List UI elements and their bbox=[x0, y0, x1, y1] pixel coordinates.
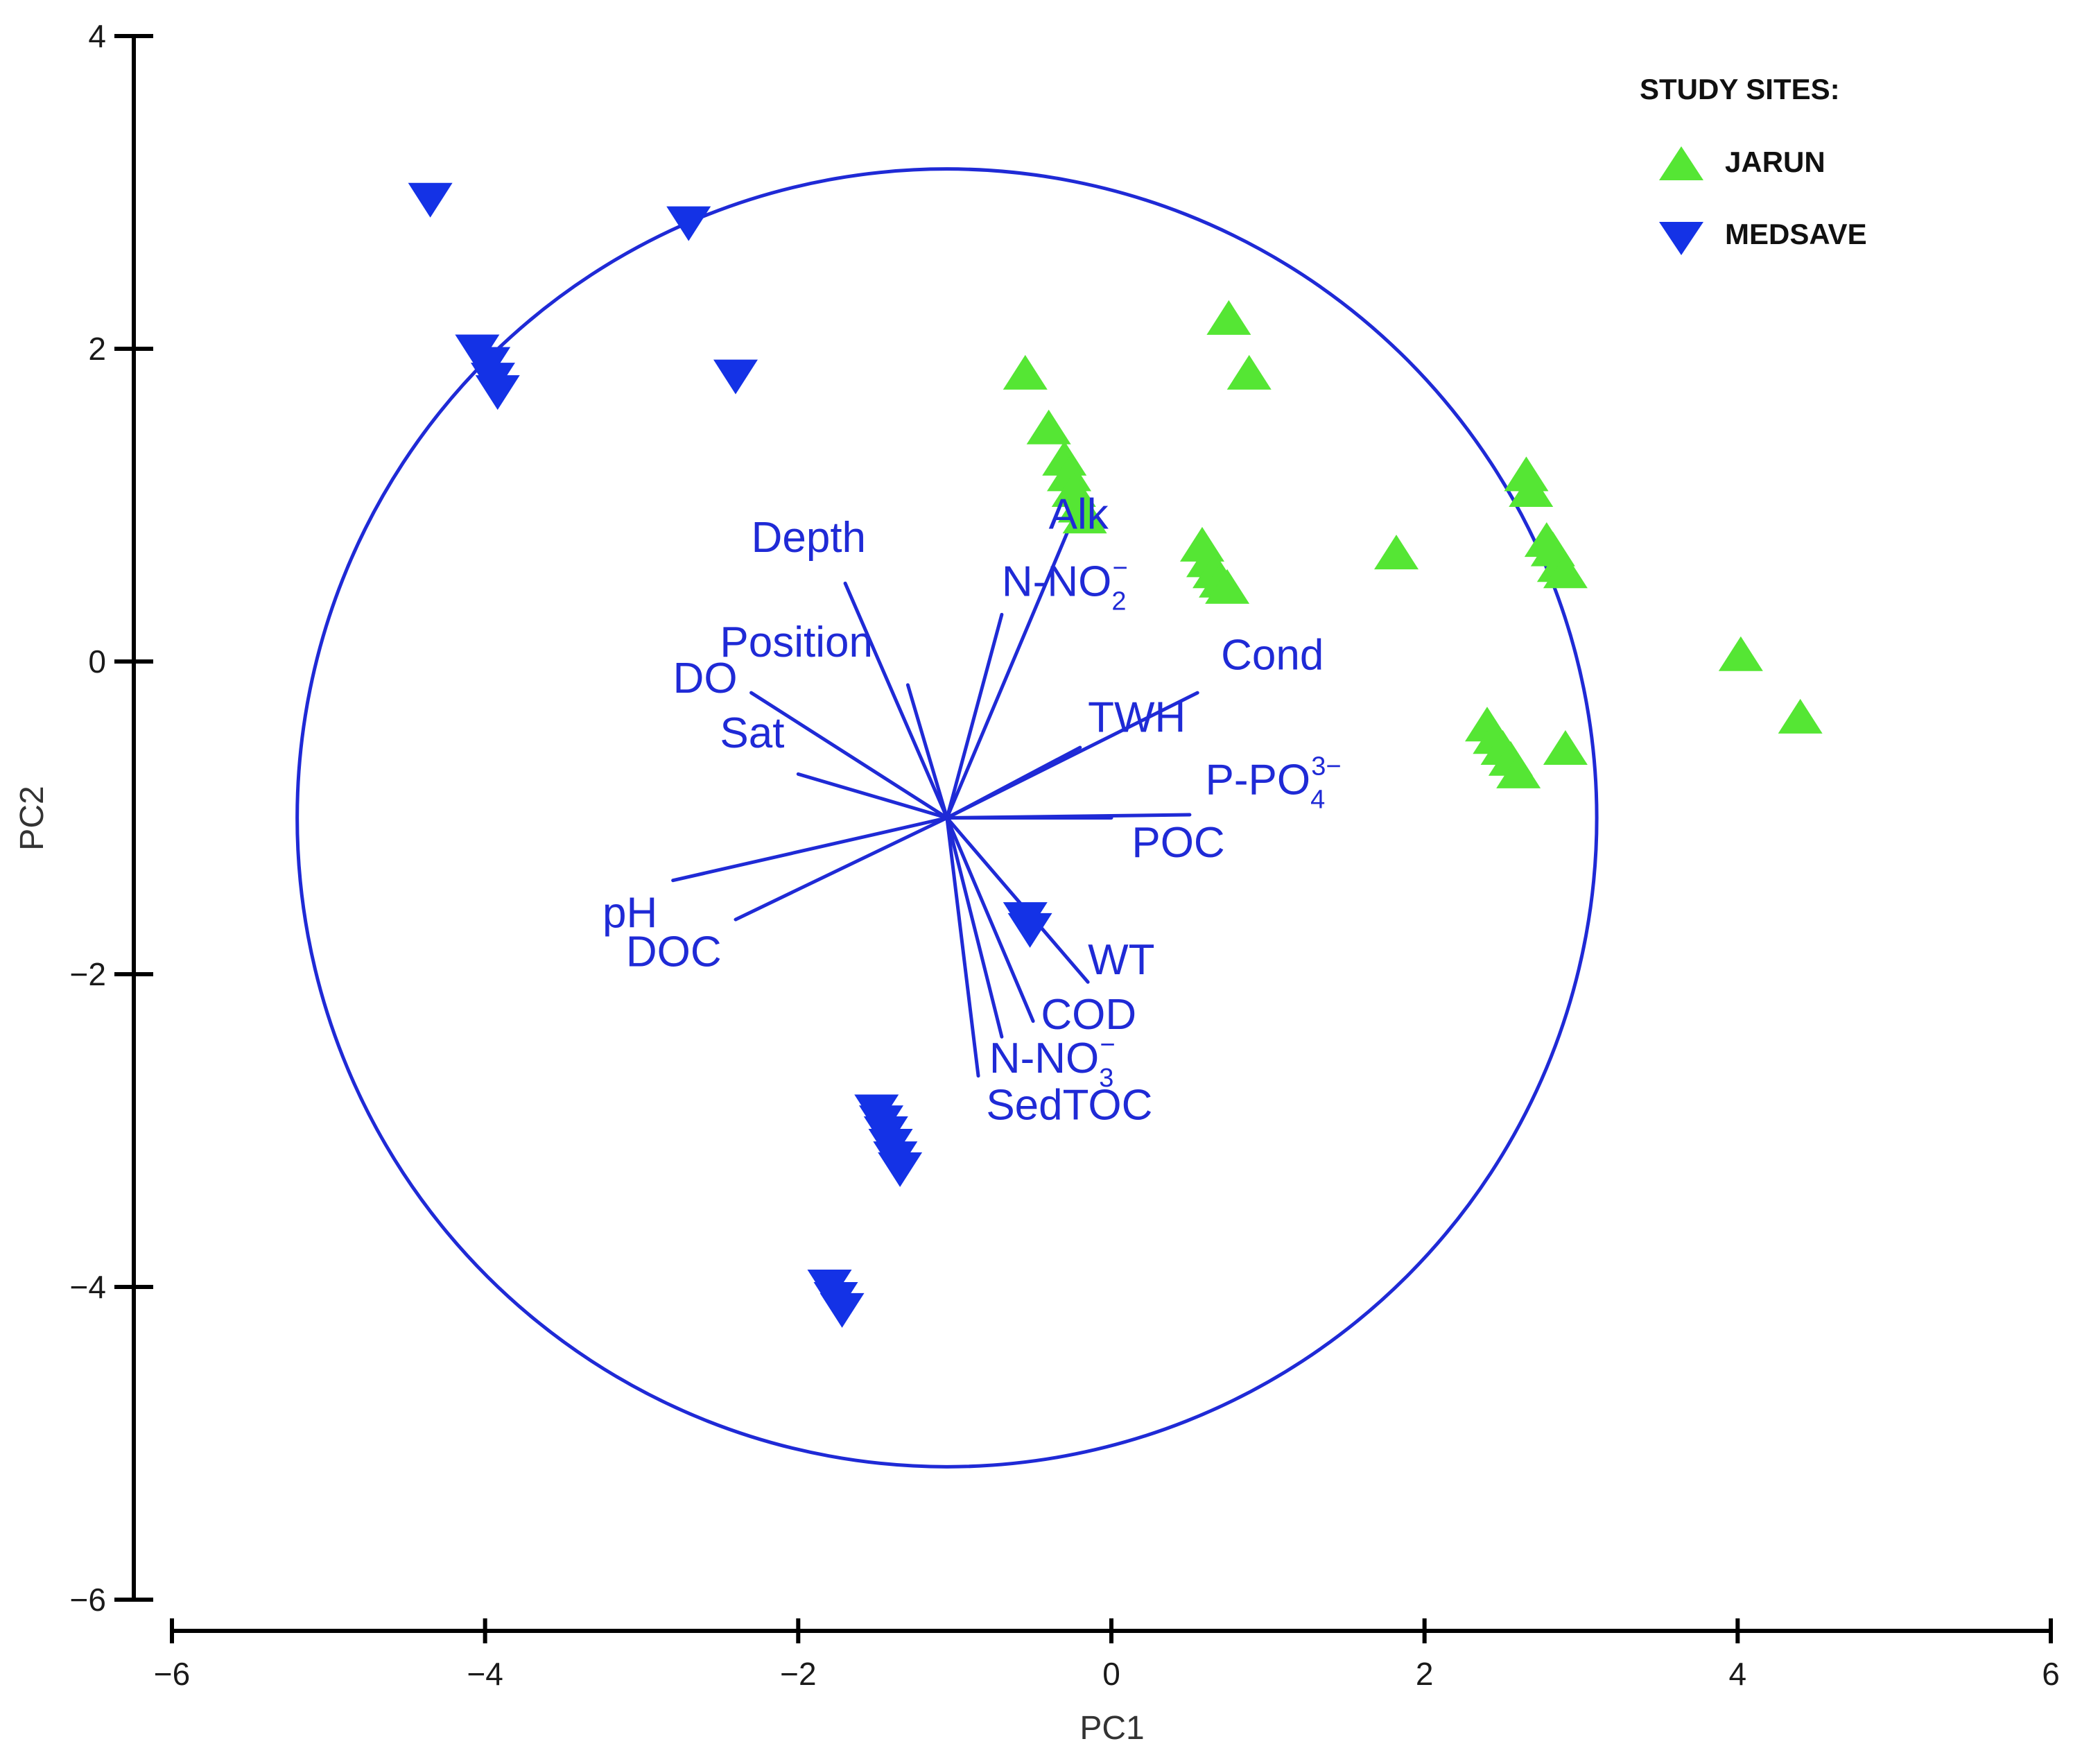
y-tick-label: −6 bbox=[70, 1582, 106, 1618]
loading-label: pH bbox=[602, 889, 657, 937]
loading-vector bbox=[734, 816, 949, 922]
jarun-point bbox=[1374, 535, 1419, 570]
legend: STUDY SITES: JARUN MEDSAVE bbox=[1640, 73, 1867, 255]
jarun-point bbox=[1543, 730, 1588, 766]
medsave-point bbox=[878, 1152, 923, 1187]
legend-medsave-marker bbox=[1659, 222, 1703, 255]
loading-label: SedTOC bbox=[986, 1082, 1152, 1130]
jarun-point bbox=[1205, 569, 1250, 604]
jarun-point bbox=[1778, 698, 1823, 734]
jarun-point bbox=[1003, 354, 1048, 390]
medsave-point bbox=[1007, 913, 1052, 948]
legend-title: STUDY SITES: bbox=[1640, 73, 1840, 105]
loading-vector bbox=[843, 581, 949, 820]
loading-label: N-NO3− bbox=[989, 1030, 1116, 1093]
loading-label: Depth bbox=[752, 514, 866, 562]
jarun-point bbox=[1496, 753, 1541, 788]
loading-vector bbox=[945, 519, 1075, 820]
medsave-point bbox=[819, 1292, 865, 1328]
y-tick-label: −4 bbox=[70, 1269, 106, 1305]
y-tick-label: −2 bbox=[70, 956, 106, 992]
loading-label: Cond bbox=[1221, 631, 1324, 679]
loading-vector bbox=[749, 691, 949, 820]
x-axis-title: PC1 bbox=[1079, 1710, 1144, 1747]
loading-vector bbox=[945, 745, 1082, 820]
jarun-point bbox=[1226, 354, 1272, 390]
jarun-point bbox=[1509, 472, 1554, 507]
legend-jarun-label: JARUN bbox=[1725, 146, 1825, 178]
jarun-point bbox=[1718, 636, 1763, 671]
loading-vector bbox=[671, 816, 949, 883]
loading-label: COD bbox=[1041, 991, 1136, 1039]
correlation-circle bbox=[295, 167, 1599, 1469]
axes-layer: PC1 PC2 −6 −4 −2 0 2 4 6 −6 −4 −2 0 2 4 bbox=[14, 18, 2060, 1747]
correlation-circle-layer bbox=[295, 167, 1599, 1469]
y-axis-title: PC2 bbox=[14, 786, 51, 850]
medsave-point bbox=[713, 359, 758, 395]
y-tick-label: 2 bbox=[88, 331, 106, 367]
y-tick-label: 4 bbox=[88, 18, 106, 54]
loading-label: N-NO2− bbox=[1002, 553, 1128, 616]
legend-jarun-marker bbox=[1659, 146, 1703, 180]
loading-vector bbox=[945, 816, 980, 1078]
loading-label: Position bbox=[720, 619, 873, 666]
loading-label: DOC bbox=[626, 928, 722, 976]
loading-label: TWH bbox=[1088, 693, 1186, 741]
jarun-point bbox=[1206, 300, 1251, 335]
loading-label: DO bbox=[673, 655, 738, 702]
loading-vector bbox=[945, 816, 1090, 984]
x-tick-label: −4 bbox=[467, 1656, 503, 1692]
jarun-point bbox=[1026, 409, 1071, 444]
legend-medsave-label: MEDSAVE bbox=[1725, 218, 1867, 250]
medsave-point bbox=[408, 182, 453, 218]
loading-vector bbox=[905, 683, 949, 820]
jarun-point bbox=[1543, 553, 1588, 589]
x-tick-label: −2 bbox=[780, 1656, 816, 1692]
loading-vectors-layer bbox=[671, 519, 1199, 1078]
medsave-point bbox=[475, 375, 520, 410]
jarun-point bbox=[1062, 499, 1107, 534]
x-tick-label: 0 bbox=[1102, 1656, 1120, 1692]
loading-vector bbox=[945, 816, 1035, 1023]
y-tick-label: 0 bbox=[88, 643, 106, 680]
x-tick-label: 4 bbox=[1729, 1656, 1747, 1692]
loading-label: WT bbox=[1088, 936, 1154, 984]
loading-label: P-PO43− bbox=[1206, 752, 1342, 815]
loading-vector bbox=[945, 612, 1004, 820]
medsave-point bbox=[666, 206, 711, 241]
x-tick-label: 6 bbox=[2042, 1656, 2060, 1692]
loading-label: Sat bbox=[720, 709, 784, 757]
x-tick-label: 2 bbox=[1416, 1656, 1434, 1692]
loading-label: Alk bbox=[1049, 490, 1109, 538]
x-tick-label: −6 bbox=[154, 1656, 190, 1692]
loading-vector bbox=[945, 816, 1004, 1039]
score-points-layer bbox=[408, 182, 1823, 1328]
loading-label: POC bbox=[1131, 819, 1224, 867]
loading-vector bbox=[796, 772, 949, 820]
